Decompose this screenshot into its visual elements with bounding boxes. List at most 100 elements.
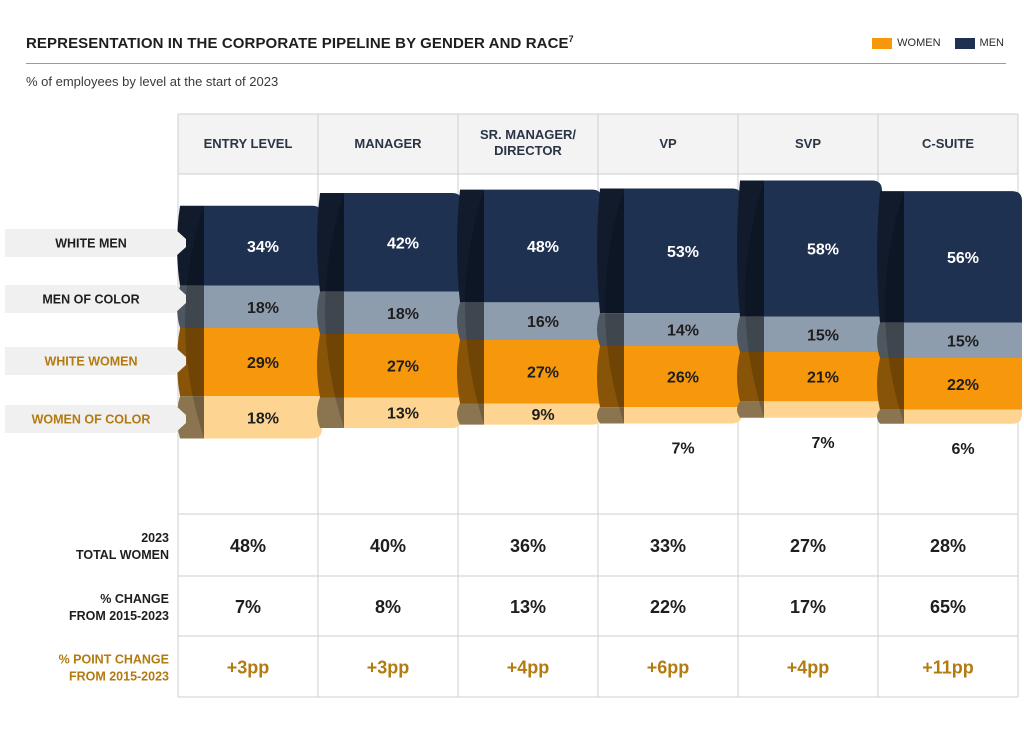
column-header: SR. MANAGER/DIRECTOR [480,127,576,158]
cylinder-edge-men-of-color [877,322,904,358]
cylinder-edge-white-men [317,193,344,292]
data-label-white-men-2: 48% [527,239,559,256]
cylinder-edge-women-of-color [177,396,204,439]
data-label-women-of-color-3: 7% [671,441,694,458]
bar-women-of-color-5 [904,409,1022,424]
table-row-label: % POINT CHANGE FROM 2015-2023 [59,653,169,684]
legend-label-women: WOMEN [897,37,941,49]
data-label-women-of-color-0: 18% [247,410,279,427]
row-label-white-men: WHITE MEN [55,237,127,251]
cylinder-cap-shadow [185,205,204,439]
legend-swatch-women [872,37,893,49]
row-label-tag-white-women [5,347,186,375]
table-row-label-line: % POINT CHANGE [59,653,169,667]
bar-women-of-color-4 [764,401,882,418]
bar-men-of-color-2 [484,302,602,340]
footnote-marker: 7 [568,34,574,44]
data-label-men-of-color-4: 15% [807,327,839,344]
cylinder-edge-women-of-color [597,407,624,424]
cylinder-edge-women-of-color [457,403,484,425]
column-header-line: VP [659,136,677,151]
table-cell: +11pp [922,658,974,678]
table-cell: 13% [510,597,546,617]
data-label-white-women-0: 29% [247,355,279,372]
table-row-label-line: TOTAL WOMEN [76,548,169,562]
title-rule [26,63,1006,64]
table-cell: 28% [930,536,966,556]
table-cell: 7% [235,597,261,617]
bar-women-of-color-2 [484,403,602,425]
legend-swatch-men [954,37,975,49]
table-cell: 8% [375,597,401,617]
bar-men-of-color-5 [904,322,1022,358]
bar-white-men-5 [904,191,1022,323]
data-label-women-of-color-2: 9% [531,407,554,424]
cylinder-cap-shadow [325,193,344,428]
chart-subtitle: % of employees by level at the start of … [26,74,279,89]
data-label-white-men-4: 58% [807,242,839,259]
column-header-line: DIRECTOR [494,143,562,158]
column-header-line: C-SUITE [922,136,974,151]
cylinder-edge-white-men [597,188,624,314]
bar-men-of-color-0 [204,285,322,328]
data-label-white-women-2: 27% [527,365,559,382]
data-label-men-of-color-3: 14% [667,323,699,340]
table-cell: +3pp [227,658,270,678]
column-header: MANAGER [354,136,422,151]
row-label-tag-men-of-color [5,285,186,313]
row-label-men-of-color: MEN OF COLOR [42,293,139,307]
bar-men-of-color-3 [624,313,742,346]
cylinder-edge-men-of-color [457,302,484,340]
data-label-men-of-color-2: 16% [527,314,559,331]
cylinder-edge-men-of-color [737,316,764,352]
legend-item-women: WOMEN [872,37,941,49]
table-row-label: % CHANGE FROM 2015-2023 [69,592,169,623]
row-label-tag-white-men [5,229,186,257]
cylinder-edge-white-women [877,358,904,410]
column-header-line: ENTRY LEVEL [204,136,293,151]
cylinder-edge-white-men [177,205,204,286]
data-label-white-women-4: 21% [807,370,839,387]
data-label-men-of-color-0: 18% [247,300,279,317]
table-cell: 48% [230,536,266,556]
table-cell: 22% [650,597,686,617]
cylinder-edge-women-of-color [317,397,344,428]
column-header-line: MANAGER [354,136,422,151]
cylinder-edge-white-men [457,189,484,303]
table-cell: +4pp [507,658,550,678]
data-label-white-women-1: 27% [387,359,419,376]
bar-women-of-color-1 [344,397,462,428]
bar-white-men-0 [204,205,322,286]
column-header: SVP [795,136,821,151]
cylinder-cap-shadow [465,189,484,425]
data-label-white-men-3: 53% [667,244,699,261]
cylinder-cap-shadow [745,180,764,418]
column-header: ENTRY LEVEL [204,136,293,151]
bar-white-women-0 [204,328,322,397]
bar-women-of-color-0 [204,396,322,439]
cylinder-edge-white-women [177,328,204,397]
data-label-women-of-color-5: 6% [951,441,974,458]
data-label-white-men-0: 34% [247,239,279,256]
row-label-women-of-color: WOMEN OF COLOR [32,413,151,427]
table-row-label-line: FROM 2015-2023 [69,609,169,623]
cylinder-edge-white-women [597,346,624,408]
table-cell: 27% [790,536,826,556]
table-cell: +3pp [367,658,410,678]
table-row-label: 2023 TOTAL WOMEN [76,531,169,562]
column-header-line: SR. MANAGER/ [480,127,576,142]
bar-women-of-color-3 [624,407,742,424]
data-label-white-men-5: 56% [947,250,979,267]
table-row-label-line: % CHANGE [100,592,169,606]
bar-white-women-5 [904,358,1022,410]
bar-white-women-4 [764,352,882,402]
table-cell: +6pp [647,658,690,678]
data-label-white-women-5: 22% [947,377,979,394]
row-label-white-women: WHITE WOMEN [44,355,137,369]
table-cell: 36% [510,536,546,556]
data-label-white-women-3: 26% [667,370,699,387]
cylinder-edge-men-of-color [317,291,344,334]
bar-white-women-1 [344,334,462,398]
